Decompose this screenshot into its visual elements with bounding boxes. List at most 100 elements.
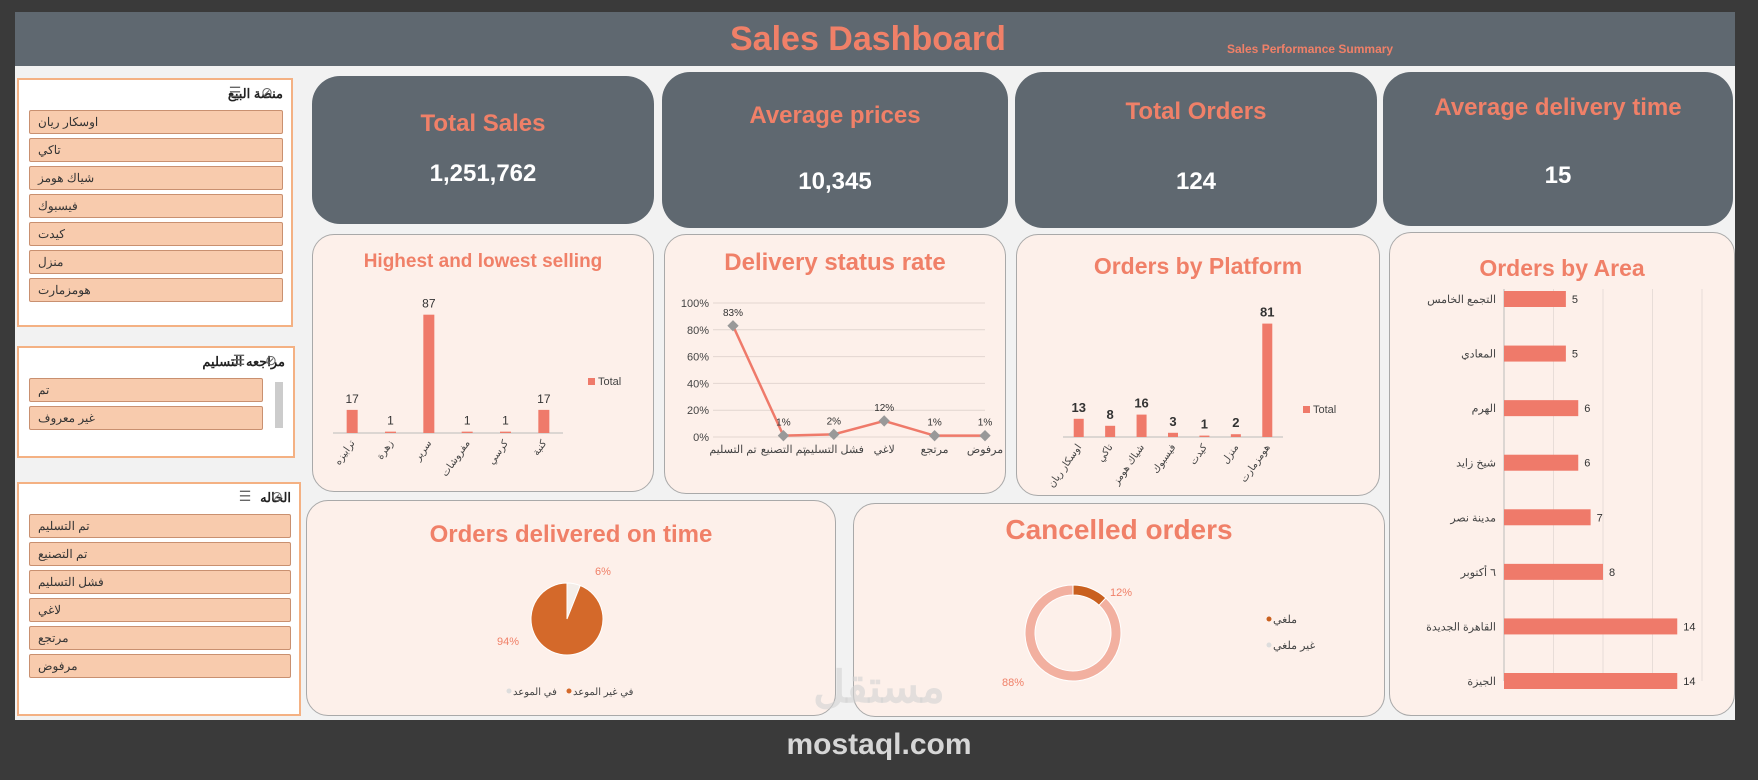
orders-area-chart: 5 التجمع الخامس 5 المعادي 6 الهرم 6 شيخ زايد 7 مد… — [1426, 289, 1703, 689]
chart-title: Delivery status rate — [724, 249, 946, 276]
watermark-logo: مستقل — [813, 663, 945, 712]
slicer-item[interactable]: لاغي — [29, 598, 291, 622]
y-tick-label: المعادي — [1461, 349, 1496, 361]
chart-title: Orders by Platform — [1093, 253, 1303, 279]
legend-label: Total — [598, 376, 621, 388]
legend-swatch — [506, 688, 512, 694]
bar — [1504, 400, 1579, 417]
bar — [461, 431, 473, 433]
data-label: 1% — [776, 418, 791, 429]
y-tick-label: 80% — [687, 325, 709, 337]
bar — [1504, 618, 1678, 635]
bar — [1504, 291, 1566, 307]
bar — [1504, 345, 1566, 362]
slicer-item[interactable]: تاكي — [29, 138, 283, 162]
bar — [423, 314, 435, 433]
dashboard-subtitle: Sales Performance Summary — [1227, 42, 1394, 56]
data-label: 2 — [1232, 415, 1239, 430]
legend-label: Total — [1313, 404, 1336, 416]
y-tick-label: 20% — [687, 405, 709, 417]
tick-label: منزل — [1220, 442, 1241, 466]
data-label: 1% — [927, 418, 942, 429]
data-label: 12% — [1110, 587, 1132, 599]
clear-filter-icon[interactable]: ⊘ — [271, 488, 283, 504]
data-label: 87 — [422, 297, 436, 311]
chart-title: Orders by Area — [1479, 255, 1645, 281]
bar — [500, 431, 511, 433]
tick-label: كرسي — [486, 438, 511, 467]
y-tick-label: الجيزة — [1467, 676, 1496, 688]
multi-select-icon[interactable]: ☰ — [232, 352, 246, 368]
tick-label: مفروشات — [440, 438, 473, 478]
slicer-item[interactable]: منزل — [29, 250, 283, 274]
slicer-item[interactable]: مرتجع — [29, 626, 291, 650]
slicer-item[interactable]: تم التسليم — [29, 514, 291, 538]
data-label: 13 — [1071, 400, 1085, 415]
data-label: 12% — [874, 403, 894, 414]
kpi-value: 10,345 — [798, 168, 872, 195]
y-tick-label: القاهرة الجديدة — [1426, 621, 1496, 633]
data-label: 6 — [1584, 403, 1590, 415]
legend-label: في غير الموعد — [573, 687, 634, 698]
data-label: 2% — [827, 416, 842, 427]
x-tick-label: مرفوض — [967, 444, 1003, 456]
slicer-item[interactable]: تم — [29, 378, 263, 402]
data-label: 1 — [1201, 417, 1208, 432]
data-label: 1 — [464, 414, 471, 428]
chart-title: Orders delivered on time — [429, 521, 713, 548]
panel-orders-area: Orders by Area 5 التجمع الخامس 5 المعادي 6 ال… — [1389, 232, 1735, 716]
panel-highest-lowest: Highest and lowest selling 17 ترابيزه 1 زهر… — [312, 234, 654, 492]
series-line — [731, 325, 985, 437]
slicer-item[interactable]: فشل التسليم — [29, 570, 291, 594]
data-label: 6 — [1584, 458, 1590, 470]
multi-select-icon[interactable]: ☰ — [228, 84, 242, 100]
tick-label: فيسبوك — [1150, 442, 1178, 476]
data-label: 7 — [1597, 512, 1603, 524]
slicer-platform: منصة البيع ☰ ⊘ اوسكار ريان تاكي شياك هوم… — [17, 78, 293, 327]
slicer-item[interactable]: شياك هومز — [29, 166, 283, 190]
data-label: 3 — [1169, 414, 1176, 429]
tick-label: تاكي — [1096, 442, 1116, 464]
delivery-status-chart: 100% 80% 60% 40% 20% 0% 83% تم التسليم 1% تم التص… — [681, 298, 1003, 456]
tick-label: سرير — [412, 438, 434, 463]
slicer-delivery-review: مراجعه التسليم ☰ ⊘ تم غير معروف — [17, 346, 295, 458]
bar — [1262, 323, 1273, 437]
kpi-average-prices: Average prices 10,345 — [662, 72, 1008, 228]
slicer-title: مراجعه التسليم — [202, 354, 285, 369]
clear-filter-icon[interactable]: ⊘ — [265, 352, 277, 368]
bar — [1504, 454, 1579, 471]
x-tick-label: تم التصنيع — [761, 444, 806, 456]
on-time-chart: 6% 94% في الموعد في غير الموعد — [497, 566, 634, 698]
kpi-total-orders: Total Orders 124 — [1015, 72, 1377, 228]
x-tick-label: مرتجع — [921, 444, 949, 456]
panel-orders-platform: Orders by Platform 13 اوسكار ريان 8 تاكي 16 ش… — [1016, 234, 1380, 496]
data-label: 17 — [345, 392, 359, 406]
multi-select-icon[interactable]: ☰ — [238, 488, 252, 504]
slicer-item[interactable]: تم التصنيع — [29, 542, 291, 566]
y-tick-label: 60% — [687, 352, 709, 364]
slicer-item[interactable]: كيدت — [29, 222, 283, 246]
legend-swatch — [1266, 642, 1272, 648]
legend-label: ملغي — [1273, 614, 1297, 626]
slicer-item[interactable]: هومزمارت — [29, 278, 283, 302]
slicer-item[interactable]: غير معروف — [29, 406, 263, 430]
data-label: 5 — [1572, 349, 1578, 361]
chart-title: Cancelled orders — [1005, 514, 1233, 545]
bar — [385, 431, 396, 433]
slicer-header: الحاله ☰ ⊘ — [19, 484, 299, 510]
kpi-value: 1,251,762 — [429, 160, 537, 187]
slicer-item[interactable]: مرفوض — [29, 654, 291, 678]
y-tick-label: 0% — [693, 432, 709, 444]
legend-label: في الموعد — [513, 687, 557, 698]
orders-platform-chart: 13 اوسكار ريان 8 تاكي 16 شياك هومز 3 فيسبوك 1 كيد… — [1046, 305, 1336, 490]
data-point — [979, 430, 991, 442]
bar — [1230, 434, 1241, 437]
data-label: 1% — [978, 418, 993, 429]
slicer-item[interactable]: اوسكار ريان — [29, 110, 283, 134]
slicer-scrollbar[interactable] — [275, 382, 283, 428]
bar — [346, 409, 358, 433]
bar — [1504, 509, 1591, 526]
clear-filter-icon[interactable]: ⊘ — [261, 84, 273, 100]
slicer-item[interactable]: فيسبوك — [29, 194, 283, 218]
kpi-average-delivery: Average delivery time 15 — [1383, 72, 1733, 226]
